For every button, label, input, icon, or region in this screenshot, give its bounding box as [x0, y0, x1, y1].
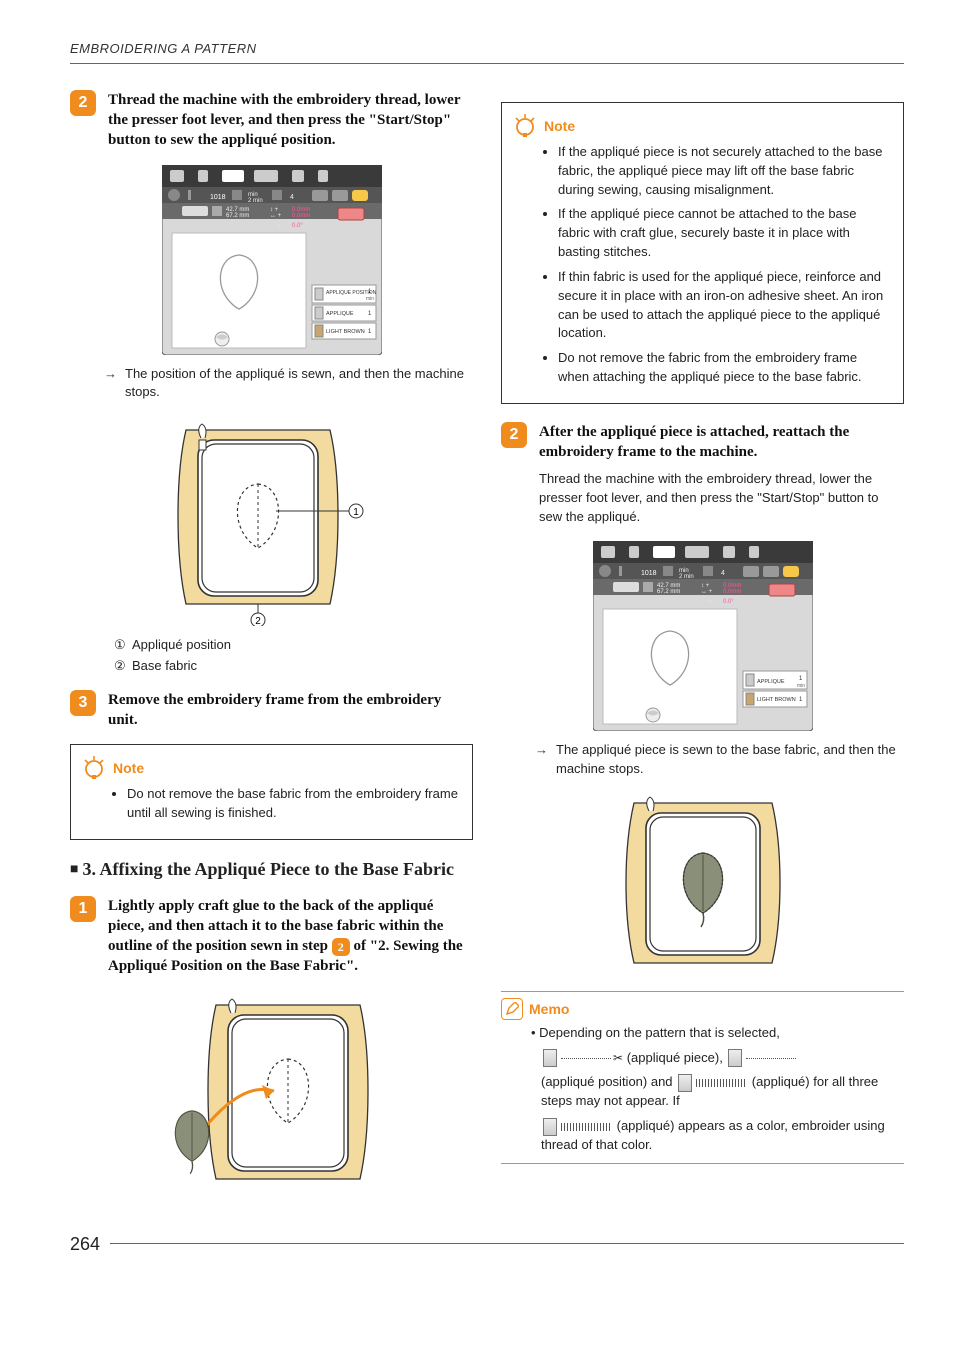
swatch-icon: [728, 1049, 742, 1067]
svg-text:4: 4: [290, 194, 294, 201]
svg-text:LIGHT BROWN: LIGHT BROWN: [326, 329, 365, 335]
step-text: After the appliqué piece is attached, re…: [539, 422, 904, 463]
step-number: 3: [70, 690, 96, 716]
swatch-icon: [543, 1049, 557, 1067]
machine-screen-figure-left: 1018 min 2 min 4 42.7 mm 67.2 mm ↕ +: [70, 165, 473, 355]
svg-text:↔ +: ↔ +: [701, 589, 713, 595]
memo-body: • Depending on the pattern that is selec…: [531, 1024, 904, 1155]
note-item: Do not remove the fabric from the embroi…: [558, 349, 891, 387]
hoop-figure-left: 1 2: [70, 416, 473, 626]
memo-box: Memo • Depending on the pattern that is …: [501, 991, 904, 1164]
svg-text:○: ○: [708, 599, 712, 605]
svg-text:1018: 1018: [210, 194, 226, 201]
left-column: 2 Thread the machine with the embroidery…: [70, 90, 473, 1201]
swatch-icon: [543, 1118, 557, 1136]
svg-text:2: 2: [255, 616, 261, 626]
arrow-note-right-1: → The appliqué piece is sewn to the base…: [535, 741, 904, 779]
legend-1: Appliqué position: [132, 637, 231, 652]
svg-text:min: min: [366, 296, 374, 302]
step-number: 2: [70, 90, 96, 116]
machine-screen-figure-right: 1018 min 2 min 4 42.7 mm 67.2 mm ↕ + ↔ +: [501, 541, 904, 731]
step-3-left: 3 Remove the embroidery frame from the e…: [70, 690, 473, 731]
svg-text:○: ○: [277, 223, 281, 229]
step-ref-badge: 2: [332, 938, 350, 956]
note-title: Note: [113, 758, 144, 778]
arrow-text: The position of the appliqué is sewn, an…: [125, 365, 473, 403]
memo-pencil-icon: [501, 998, 523, 1020]
arrow-icon: →: [104, 365, 117, 384]
header-title: EMBROIDERING A PATTERN: [70, 41, 257, 56]
step-number: 1: [70, 896, 96, 922]
svg-text:0.0°: 0.0°: [723, 599, 734, 605]
step-2-left: 2 Thread the machine with the embroidery…: [70, 90, 473, 151]
section-heading-3: ■3. Affixing the Appliqué Piece to the B…: [70, 858, 473, 881]
svg-text:0.0°: 0.0°: [292, 223, 303, 229]
svg-text:APPLIQUE: APPLIQUE: [326, 311, 354, 317]
memo-title: Memo: [529, 999, 569, 1019]
note-item: Do not remove the base fabric from the e…: [127, 785, 460, 823]
page-header: EMBROIDERING A PATTERN: [70, 40, 904, 64]
step-subtext: Thread the machine with the embroidery t…: [539, 470, 904, 527]
note-bulb-icon: [512, 113, 538, 139]
note-item: If thin fabric is used for the appliqué …: [558, 268, 891, 343]
svg-text:0.0mm: 0.0mm: [292, 213, 310, 219]
step-text: Remove the embroidery frame from the emb…: [108, 690, 473, 731]
svg-text:67.2 mm: 67.2 mm: [657, 589, 680, 595]
step-1-left-b: 1 Lightly apply craft glue to the back o…: [70, 896, 473, 977]
glue-figure: [70, 991, 473, 1191]
page-number: 264: [70, 1231, 904, 1257]
arrow-icon: →: [535, 741, 548, 760]
step-text: Lightly apply craft glue to the back of …: [108, 896, 473, 977]
note-bulb-icon: [81, 755, 107, 781]
note-item: If the appliqué piece is not securely at…: [558, 143, 891, 200]
svg-text:↔ +: ↔ +: [270, 213, 282, 219]
svg-text:67.2 mm: 67.2 mm: [226, 213, 249, 219]
step-number: 2: [501, 422, 527, 448]
step-2-right: 2 After the appliqué piece is attached, …: [501, 422, 904, 527]
arrow-note-left-1: → The position of the appliqué is sewn, …: [104, 365, 473, 403]
svg-text:4: 4: [721, 570, 725, 577]
note-box-left: Note Do not remove the base fabric from …: [70, 744, 473, 840]
arrow-text: The appliqué piece is sewn to the base f…: [556, 741, 904, 779]
svg-text:1: 1: [353, 507, 359, 518]
svg-text:APPLIQUE: APPLIQUE: [757, 679, 785, 685]
note-title: Note: [544, 116, 575, 136]
svg-text:0.0mm: 0.0mm: [723, 589, 741, 595]
svg-text:1018: 1018: [641, 570, 657, 577]
note-item: If the appliqué piece cannot be attached…: [558, 205, 891, 262]
right-column: Note If the appliqué piece is not secure…: [501, 90, 904, 1201]
step-text: Thread the machine with the embroidery t…: [108, 90, 473, 151]
hoop-figure-right: [501, 793, 904, 973]
figure-legend: ①Appliqué position ②Base fabric: [114, 636, 473, 676]
note-box-right: Note If the appliqué piece is not secure…: [501, 102, 904, 404]
legend-2: Base fabric: [132, 658, 197, 673]
svg-text:LIGHT BROWN: LIGHT BROWN: [757, 697, 796, 703]
swatch-icon: [678, 1074, 692, 1092]
svg-text:min: min: [797, 683, 805, 689]
